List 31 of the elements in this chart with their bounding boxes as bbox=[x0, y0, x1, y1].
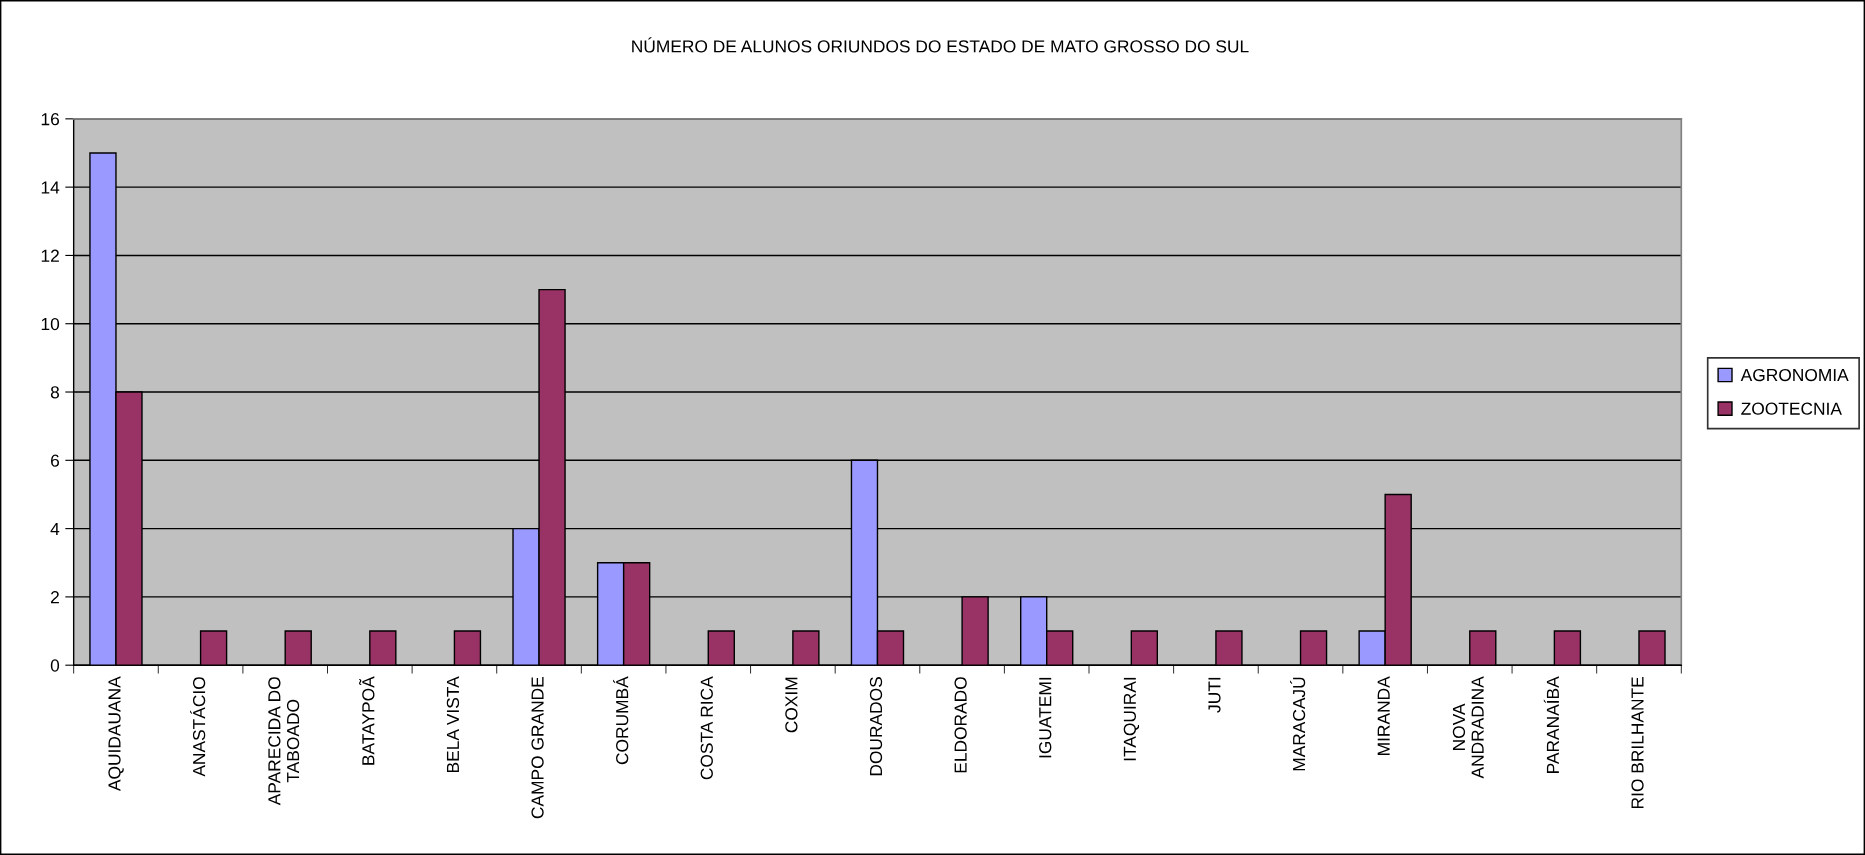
y-tick-label: 8 bbox=[50, 386, 60, 399]
x-tick-label: CAMPO GRANDE bbox=[531, 677, 544, 819]
x-tick-label: MIRANDA bbox=[1377, 676, 1390, 755]
x-tick-label: BATAYPOÃ bbox=[359, 676, 375, 765]
x-tick-label: ITAQUIRAI bbox=[1123, 677, 1140, 761]
y-tick-label: 6 bbox=[51, 454, 60, 467]
y-tick-label: 14 bbox=[41, 181, 60, 194]
y-tick-label: 16 bbox=[41, 113, 60, 126]
legend-label: AGRONOMIA bbox=[1740, 368, 1849, 382]
x-tick-label: COSTA RICA bbox=[700, 676, 713, 780]
x-tick-label: ELDORADO bbox=[954, 677, 967, 773]
y-tick-label: 12 bbox=[41, 249, 59, 262]
y-tick-label: 10 bbox=[41, 317, 60, 331]
x-tick-label: RIO BRILHANTE bbox=[1631, 677, 1644, 808]
x-tick-label: APARECIDA DO TABOADO bbox=[268, 677, 300, 806]
x-tick-label: COXIM bbox=[785, 677, 798, 733]
x-tick-label: BELA VISTA bbox=[446, 676, 460, 773]
x-tick-label: ANASTÁCIO bbox=[190, 677, 206, 777]
y-tick-label: 2 bbox=[51, 591, 59, 604]
x-tick-label: NOVA ANDRADINA bbox=[1452, 676, 1484, 779]
x-tick-label: IGUATEMI bbox=[1039, 677, 1052, 758]
y-tick-label: 4 bbox=[50, 522, 60, 535]
x-tick-label: MARACAJÚ bbox=[1289, 677, 1306, 771]
x-tick-label: CORUMBÁ bbox=[613, 676, 629, 765]
x-tick-label: DOURADOS bbox=[869, 677, 883, 776]
x-tick-label: AQUIDAUANA bbox=[108, 676, 124, 792]
x-tick-label: PARANAÍBA bbox=[1543, 676, 1559, 773]
legend-label: ZOOTECNIA bbox=[1741, 402, 1842, 415]
x-tick-label: JUTI bbox=[1208, 677, 1221, 713]
chart-title: NÚMERO DE ALUNOS ORIUNDOS DO ESTADO DE MATO GROSSO DO SUL bbox=[632, 37, 1249, 53]
y-tick-label: 0 bbox=[50, 659, 60, 672]
